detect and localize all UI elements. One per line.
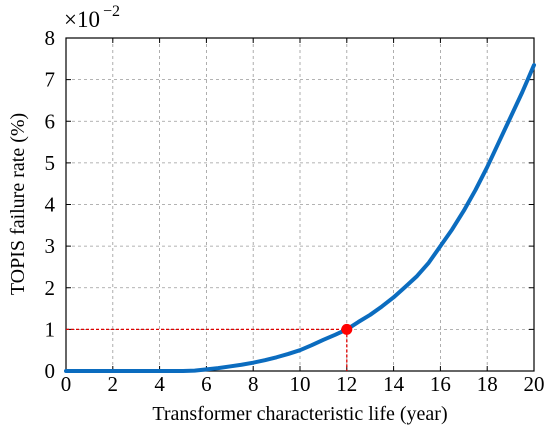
x-tick-labels: 0 2 4 6 8 10 12 14 16 18 20 <box>61 372 545 396</box>
y-tick-label: 1 <box>45 317 56 341</box>
x-tick-label: 12 <box>336 372 357 396</box>
grid-lines <box>66 38 534 371</box>
x-tick-label: 18 <box>477 372 498 396</box>
x-tick-label: 16 <box>430 372 451 396</box>
x-tick-label: 0 <box>61 372 72 396</box>
y-tick-label: 8 <box>45 26 56 50</box>
guide-lines <box>66 328 348 371</box>
x-axis-label: Transformer characteristic life (year) <box>152 403 447 425</box>
y-tick-label: 0 <box>45 359 56 383</box>
x-tick-label: 6 <box>201 372 212 396</box>
x-tick-label: 10 <box>290 372 311 396</box>
x-tick-label: 4 <box>154 372 165 396</box>
y-tick-labels: 0 1 2 3 4 5 6 7 8 <box>45 26 56 383</box>
y-tick-label: 4 <box>45 193 56 217</box>
y-tick-label: 3 <box>45 234 56 258</box>
x-tick-label: 20 <box>524 372 545 396</box>
x-tick-label: 14 <box>383 372 405 396</box>
series-line <box>64 63 536 373</box>
highlight-point-marker <box>341 323 353 335</box>
y-tick-label: 5 <box>45 151 56 175</box>
x-tick-label: 8 <box>248 372 259 396</box>
y-tick-label: 6 <box>45 109 56 133</box>
y-multiplier-exponent: −2 <box>103 3 120 20</box>
y-tick-label: 7 <box>45 68 56 92</box>
y-tick-label: 2 <box>45 276 56 300</box>
y-multiplier-base: ×10 <box>64 7 100 32</box>
x-tick-label: 2 <box>108 372 119 396</box>
y-axis-label: TOPIS failure rate (%) <box>7 113 29 295</box>
